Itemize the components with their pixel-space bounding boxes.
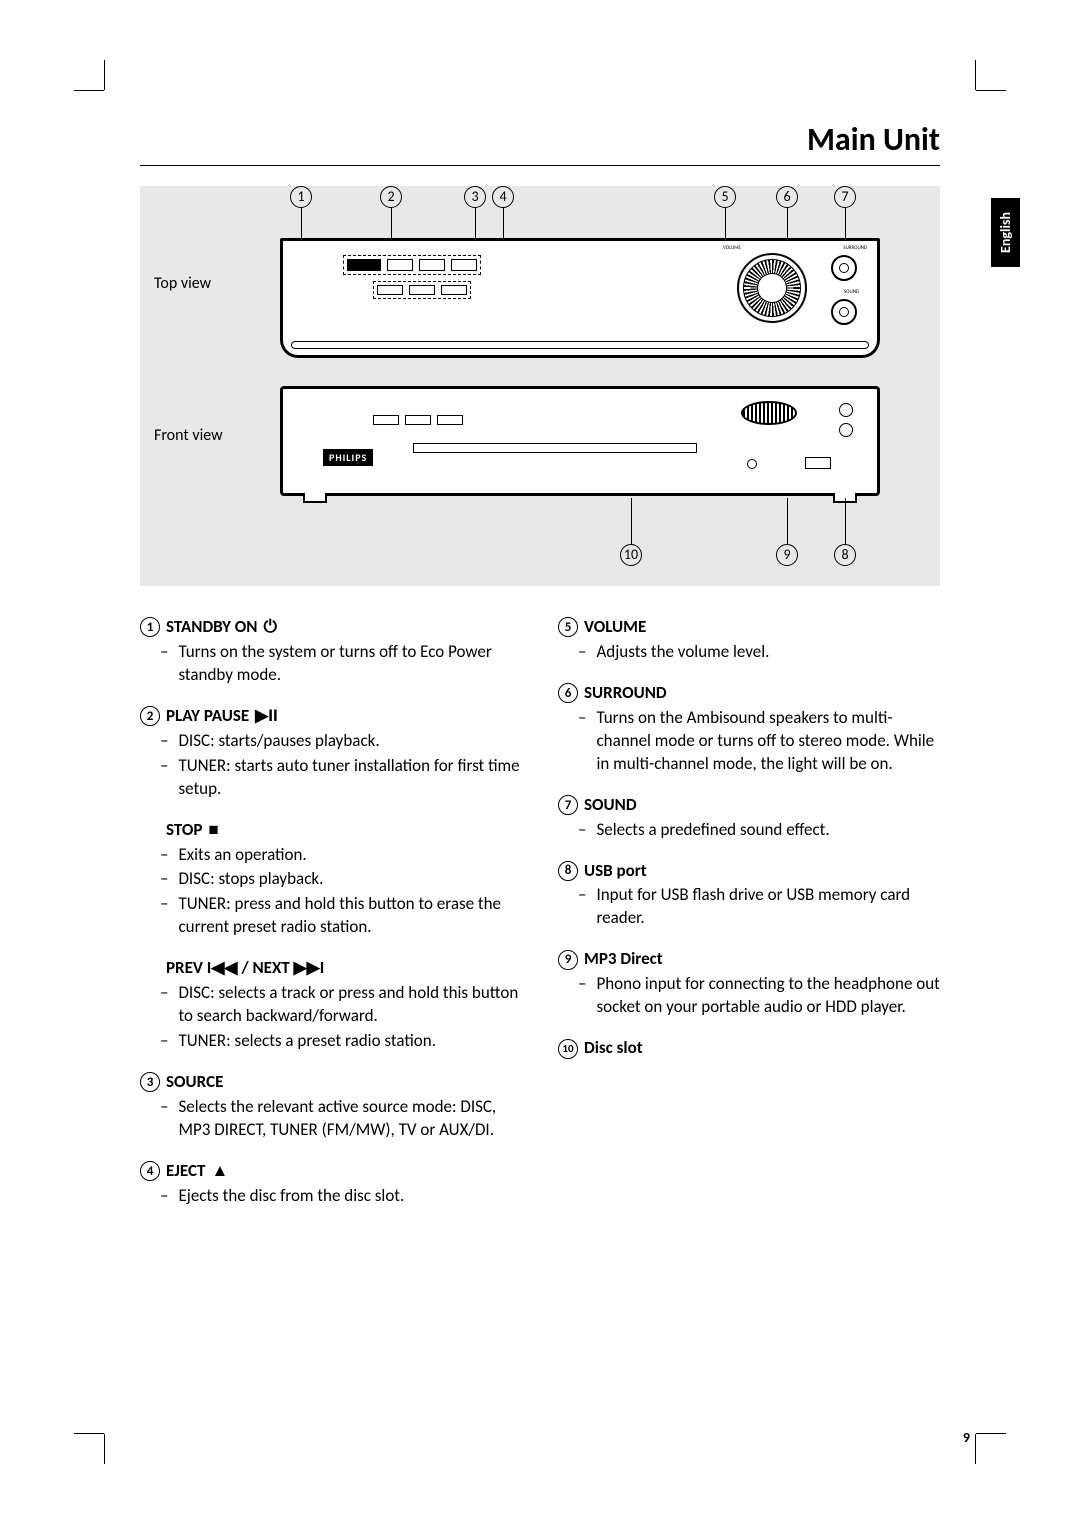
disc-title: Disc slot xyxy=(584,1037,643,1060)
page-header: Main Unit xyxy=(140,120,940,166)
callout-2: 2 xyxy=(380,186,402,208)
item-prevnext: PREV I◀◀ / NEXT ▶▶I –DISC: selects a tra… xyxy=(140,957,522,1053)
callout-10: 10 xyxy=(620,544,642,566)
num-1: 1 xyxy=(140,617,160,637)
callout-1: 1 xyxy=(290,186,312,208)
callout-6: 6 xyxy=(776,186,798,208)
stop-title: STOP xyxy=(166,819,202,842)
num-3: 3 xyxy=(140,1072,160,1092)
diagram: 1 2 3 4 5 6 7 Top view Front view xyxy=(140,186,940,586)
standby-title: STANDBY ON xyxy=(166,616,257,639)
playpause-title: PLAY PAUSE xyxy=(166,705,249,728)
item-disc: 10 Disc slot xyxy=(558,1037,940,1060)
usb-title: USB port xyxy=(584,860,647,883)
stop-icon: ■ xyxy=(208,819,218,842)
surround-button xyxy=(831,255,857,281)
surround-title: SURROUND xyxy=(584,682,667,705)
volume-label: VOLUME xyxy=(723,245,741,251)
left-column: 1 STANDBY ON ⏻ –Turns on the system or t… xyxy=(140,616,522,1226)
page-number: 9 xyxy=(963,1429,970,1446)
num-10: 10 xyxy=(558,1039,578,1059)
power-icon: ⏻ xyxy=(263,616,276,639)
prevnext-title: PREV I◀◀ / NEXT ▶▶I xyxy=(166,957,324,980)
num-4: 4 xyxy=(140,1161,160,1181)
eject-icon: ▲ xyxy=(211,1160,228,1183)
item-sound: 7 SOUND –Selects a predefined sound effe… xyxy=(558,794,940,842)
standby-button xyxy=(347,259,381,271)
usb-port xyxy=(805,457,831,469)
item-mp3: 9 MP3 Direct –Phono input for connecting… xyxy=(558,948,940,1019)
sound-button xyxy=(831,299,857,325)
page-title: Main Unit xyxy=(140,120,940,159)
next-button xyxy=(419,259,445,271)
right-column: 5 VOLUME –Adjusts the volume level. 6 SU… xyxy=(558,616,940,1226)
volume-title: VOLUME xyxy=(584,616,646,639)
callout-7: 7 xyxy=(834,186,856,208)
source-button xyxy=(451,259,477,271)
source-title: SOURCE xyxy=(166,1071,223,1094)
surround-label: SURROUND xyxy=(843,245,867,251)
num-6: 6 xyxy=(558,683,578,703)
item-usb: 8 USB port –Input for USB flash drive or… xyxy=(558,860,940,931)
eject-button xyxy=(441,285,467,295)
item-stop: STOP ■ –Exits an operation. –DISC: stops… xyxy=(140,819,522,940)
mp3-direct-jack xyxy=(747,459,757,469)
stop-button xyxy=(409,285,435,295)
volume-knob xyxy=(737,253,807,323)
description-columns: 1 STANDBY ON ⏻ –Turns on the system or t… xyxy=(140,616,940,1226)
playpause-button xyxy=(377,285,403,295)
language-tab: English xyxy=(991,198,1020,267)
num-5: 5 xyxy=(558,617,578,637)
num-8: 8 xyxy=(558,861,578,881)
callout-4: 4 xyxy=(492,186,514,208)
callout-5: 5 xyxy=(714,186,736,208)
prev-button xyxy=(387,259,413,271)
item-playpause: 2 PLAY PAUSE ▶II –DISC: starts/pauses pl… xyxy=(140,705,522,801)
num-7: 7 xyxy=(558,795,578,815)
playpause-icon: ▶II xyxy=(255,705,278,728)
volume-knob-front xyxy=(741,401,797,425)
sound-title: SOUND xyxy=(584,794,637,817)
item-standby: 1 STANDBY ON ⏻ –Turns on the system or t… xyxy=(140,616,522,687)
item-source: 3 SOURCE –Selects the relevant active so… xyxy=(140,1071,522,1142)
callout-3: 3 xyxy=(464,186,486,208)
mp3-title: MP3 Direct xyxy=(584,948,663,971)
item-surround: 6 SURROUND –Turns on the Ambisound speak… xyxy=(558,682,940,776)
front-view-label: Front view xyxy=(154,426,223,445)
disc-slot xyxy=(413,443,697,453)
callout-9: 9 xyxy=(776,544,798,566)
sound-label: SOUND xyxy=(844,289,859,295)
item-volume: 5 VOLUME –Adjusts the volume level. xyxy=(558,616,940,664)
num-9: 9 xyxy=(558,950,578,970)
top-view-label: Top view xyxy=(154,274,211,293)
unit-top-view: VOLUME SURROUND SOUND xyxy=(280,238,880,358)
unit-front-view: PHILIPS xyxy=(280,386,880,496)
callout-8: 8 xyxy=(834,544,856,566)
num-2: 2 xyxy=(140,706,160,726)
brand-logo: PHILIPS xyxy=(323,449,373,466)
eject-title: EJECT xyxy=(166,1160,205,1183)
item-eject: 4 EJECT ▲ –Ejects the disc from the disc… xyxy=(140,1160,522,1208)
